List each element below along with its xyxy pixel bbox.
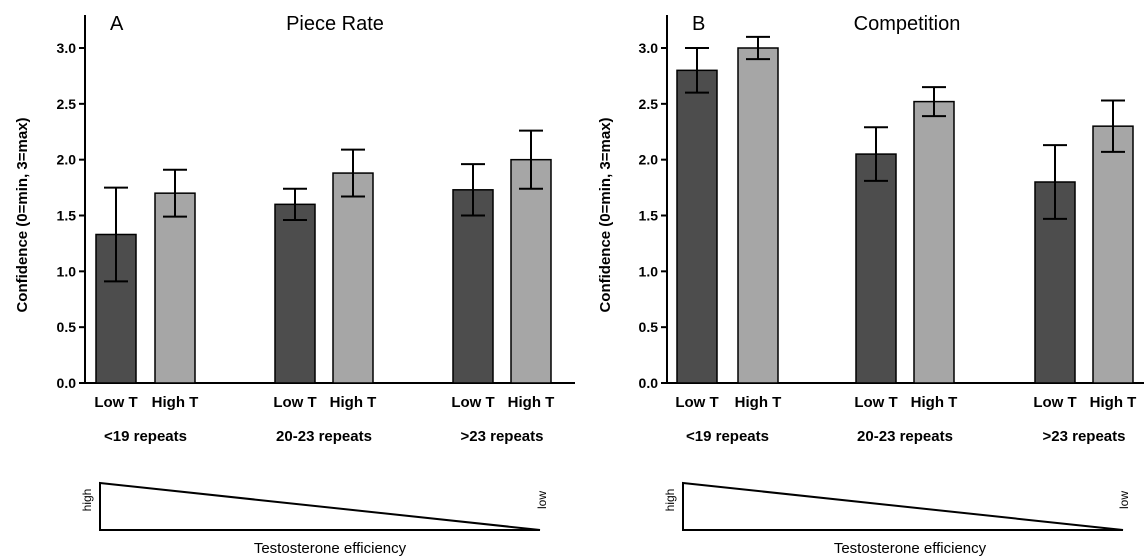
bar [452,189,494,384]
y-tick-label: 0.5 [639,319,659,335]
panel-letter: B [692,13,705,35]
category-label: High T [735,394,782,411]
efficiency-high-label: high [80,489,94,512]
group-label: 20-23 repeats [276,428,372,445]
group-label: 20-23 repeats [857,428,953,445]
efficiency-low-label: low [1117,491,1131,509]
efficiency-wedge [99,481,541,531]
y-axis-title: Confidence (0=min, 3=max) [597,117,614,312]
category-label: High T [911,394,958,411]
panel-letter: A [110,13,124,35]
bar [274,203,316,384]
group-label: >23 repeats [461,428,544,445]
category-label: Low T [854,394,897,411]
bar [676,69,718,384]
chart-title: Competition [854,13,961,35]
chart-title: Piece Rate [286,13,384,35]
y-tick-label: 0.0 [57,375,77,391]
category-label: High T [330,394,377,411]
y-tick-label: 2.0 [639,152,659,168]
group-label: >23 repeats [1043,428,1126,445]
category-label: Low T [1033,394,1076,411]
bar [1092,125,1134,384]
category-label: High T [152,394,199,411]
y-tick-label: 1.5 [639,208,659,224]
efficiency-label: Testosterone efficiency [834,540,987,557]
efficiency-label: Testosterone efficiency [254,540,407,557]
category-label: Low T [94,394,137,411]
y-tick-label: 0.5 [57,319,77,335]
efficiency-high-label: high [663,489,677,512]
group-label: <19 repeats [686,428,769,445]
category-label: Low T [451,394,494,411]
category-label: High T [1090,394,1137,411]
group-label: <19 repeats [104,428,187,445]
y-tick-label: 3.0 [57,40,77,56]
panel-b: B Competition Confidence (0=min, 3=max) 0.0… [597,13,1144,557]
bar [332,172,374,384]
bar [510,158,552,384]
bar [855,153,897,384]
panel-a: A Piece Rate Confidence (0=min, 3=max) 0.0 0… [14,13,575,557]
efficiency-low-label: low [535,491,549,509]
y-tick-label: 2.5 [639,96,659,112]
bar [913,100,955,384]
y-tick-label: 1.0 [639,263,659,279]
y-tick-label: 0.0 [639,375,659,391]
y-tick-label: 1.0 [57,263,77,279]
category-label: High T [508,394,555,411]
category-label: Low T [273,394,316,411]
y-tick-label: 3.0 [639,40,659,56]
bar [154,192,196,384]
y-axis-title: Confidence (0=min, 3=max) [14,117,31,312]
category-label: Low T [675,394,718,411]
efficiency-wedge [682,481,1124,531]
y-tick-label: 2.5 [57,96,77,112]
bar [737,47,779,384]
y-tick-label: 2.0 [57,152,77,168]
y-tick-label: 1.5 [57,208,77,224]
